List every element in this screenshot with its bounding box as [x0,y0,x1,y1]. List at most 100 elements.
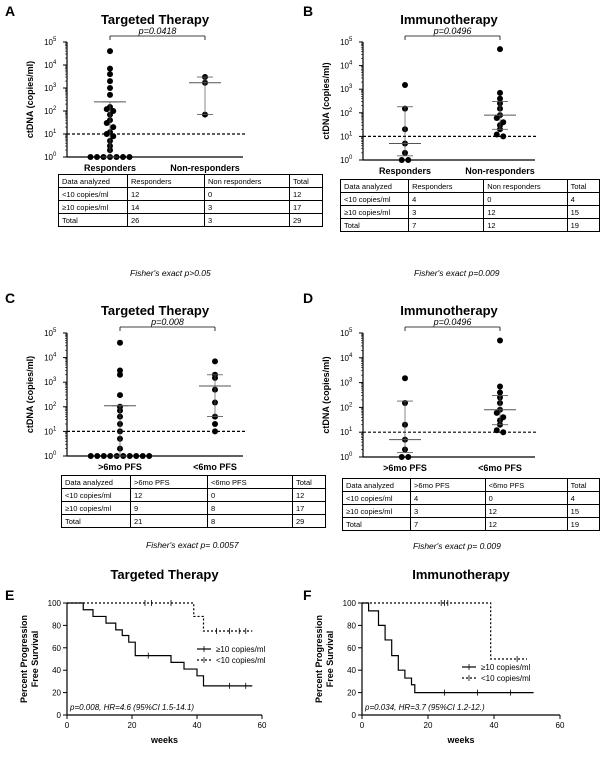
x-category-label: >6mo PFS [383,463,427,473]
table-cell: 4 [566,491,600,505]
data-point [405,157,412,163]
data-point [493,131,500,138]
y-tick-label: 80 [52,621,61,630]
y-tick-exponent: 5 [349,328,353,334]
table-cell: 12 [483,218,568,232]
stats-annotation: p=0.034, HR=3.7 (95%CI 1.2-12.) [364,703,485,712]
data-point [500,133,507,140]
y-axis-label: ctDNA (copies/ml) [321,62,331,139]
survival-curve-low [67,602,253,632]
table-row: ≥10 copies/ml 3 12 15 [339,205,600,219]
y-tick-label: 0 [57,711,62,720]
table-cell: <10 copies/ml [341,491,412,505]
y-tick-exponent: 5 [349,37,353,43]
data-point [212,358,218,365]
data-point [500,429,507,436]
data-point [103,120,110,127]
table-cell: 3 [410,504,486,518]
data-point [107,48,113,55]
y-tick-exponent: 2 [53,402,57,408]
table-cell: 17 [292,501,326,515]
contingency-table: Data analyzed >6mo PFS <6mo PFS Total <10 co… [341,478,600,531]
data-point [87,154,94,160]
table-cell: <6mo PFS [207,475,293,489]
y-tick-label: 10 [340,62,349,71]
data-point [402,375,408,382]
y-tick-exponent: 4 [349,353,353,359]
x-category-label: >6mo PFS [98,462,142,472]
data-point [94,453,101,459]
table-row: Total 7 12 19 [341,517,600,531]
x-tick-label: 60 [556,721,565,730]
y-tick-exponent: 4 [53,60,57,66]
contingency-table: Data analyzed Responders Non responders Tot… [339,179,600,232]
data-point [497,389,503,396]
table-cell: 4 [408,192,485,206]
panel-letter-c: C [5,290,15,306]
data-point [110,124,117,131]
panel-letter-e: E [5,587,14,603]
y-tick-label: 10 [44,153,53,162]
table-cell: <10 copies/ml [58,187,128,201]
chart-title: Targeted Therapy [101,303,210,318]
table-cell: Data analyzed [341,478,412,492]
y-tick-label: 10 [340,85,349,94]
x-tick-label: 20 [128,721,137,730]
data-point [398,454,405,460]
data-point [212,420,218,427]
x-tick-label: 40 [193,721,202,730]
p-value-label: p=0.0496 [433,317,472,327]
y-tick-label: 60 [52,644,61,653]
chart-title: Immunotherapy [412,567,510,582]
legend-label: ≥10 copies/ml [481,663,531,672]
y-tick-label: 10 [340,403,349,412]
table-cell: ≥10 copies/ml [61,501,131,515]
legend-label: <10 copies/ml [216,656,266,665]
table-cell: 0 [484,491,568,505]
table-cell: 4 [566,192,600,206]
data-point [107,91,113,98]
chart-title: Targeted Therapy [110,567,219,582]
table-cell: 4 [410,491,486,505]
table-cell: 12 [292,488,326,502]
y-axis-label-line: Free Survival [325,631,335,688]
table-row: ≥10 copies/ml 3 12 15 [341,504,600,518]
y-axis-label: Percent ProgressionFree Survival [19,615,40,703]
table-cell: Data analyzed [61,475,131,489]
y-tick-label: 10 [340,109,349,118]
x-tick-label: 0 [65,721,70,730]
data-point [497,89,503,96]
data-point [103,131,110,137]
y-tick-label: 100 [343,599,357,608]
y-tick-exponent: 0 [53,152,57,158]
table-cell: 21 [130,514,208,528]
table-row: Data analyzed >6mo PFS <6mo PFS Total [61,475,326,489]
data-point [146,453,153,459]
table-cell: 15 [566,205,600,219]
table-cell: 3 [204,213,290,227]
table-row: Total 26 3 29 [58,213,323,227]
table-cell: Total [566,179,600,193]
data-point [103,106,110,113]
x-tick-label: 20 [424,721,433,730]
table-cell: 12 [130,488,208,502]
table-row: Data analyzed >6mo PFS <6mo PFS Total [341,478,600,492]
panel-letter-b: B [303,3,313,19]
y-tick-label: 10 [44,107,53,116]
y-tick-label: 10 [44,38,53,47]
table-cell: 29 [289,213,323,227]
x-tick-label: 0 [360,721,365,730]
data-point [107,65,113,72]
data-point [110,133,117,140]
y-tick-label: 20 [347,689,356,698]
table-cell: 0 [204,187,290,201]
table-cell: 12 [483,205,568,219]
data-point [493,409,500,416]
table-cell: Data analyzed [339,179,410,193]
panel-letter-a: A [5,3,15,19]
fisher-test-label: Fisher's exact p=0.009 [414,268,500,278]
y-tick-exponent: 0 [349,155,353,161]
y-tick-label: 20 [52,689,61,698]
y-tick-exponent: 4 [349,61,353,67]
